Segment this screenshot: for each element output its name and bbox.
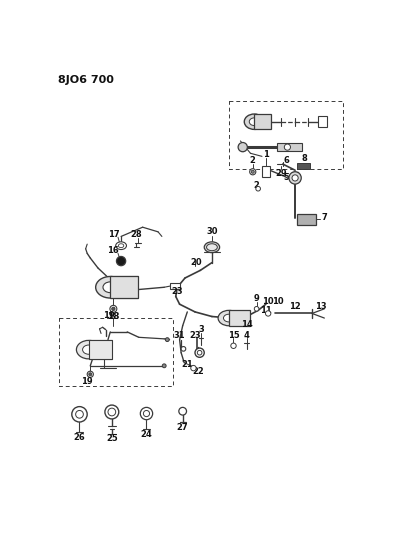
Text: 30: 30 — [206, 227, 217, 236]
Text: 1: 1 — [263, 150, 269, 159]
Text: 7: 7 — [322, 213, 327, 222]
Ellipse shape — [116, 242, 126, 249]
Circle shape — [143, 410, 150, 417]
Circle shape — [76, 410, 84, 418]
Text: 8: 8 — [301, 154, 307, 163]
Text: 2: 2 — [254, 181, 260, 190]
Circle shape — [162, 364, 166, 368]
Ellipse shape — [249, 118, 259, 126]
Circle shape — [165, 338, 169, 342]
Text: 26: 26 — [74, 433, 85, 442]
Text: 23: 23 — [171, 287, 183, 296]
Circle shape — [251, 170, 254, 173]
Bar — [169, 282, 180, 289]
Bar — [297, 163, 310, 168]
Circle shape — [238, 142, 247, 152]
Text: 3: 3 — [198, 325, 204, 334]
Text: 8JO6 700: 8JO6 700 — [58, 75, 114, 85]
Text: 18: 18 — [107, 312, 120, 321]
Text: 23: 23 — [189, 330, 201, 340]
Text: 9: 9 — [254, 294, 260, 303]
Text: 6: 6 — [284, 156, 290, 165]
Bar — [229, 310, 251, 326]
Text: 13: 13 — [316, 302, 327, 311]
Text: 5: 5 — [284, 173, 290, 182]
Text: 27: 27 — [177, 423, 188, 432]
Circle shape — [87, 371, 93, 377]
Circle shape — [191, 366, 196, 371]
Bar — [59, 318, 173, 386]
Circle shape — [179, 407, 186, 415]
Circle shape — [72, 407, 87, 422]
Circle shape — [105, 405, 119, 419]
Bar — [318, 116, 327, 127]
Text: 19: 19 — [103, 311, 115, 320]
Circle shape — [284, 144, 290, 150]
Ellipse shape — [218, 310, 240, 326]
Circle shape — [195, 348, 204, 357]
Circle shape — [250, 168, 256, 175]
Circle shape — [289, 172, 301, 184]
Bar — [297, 214, 316, 225]
Circle shape — [266, 311, 271, 316]
Text: 10: 10 — [272, 297, 284, 305]
Circle shape — [181, 346, 186, 351]
Circle shape — [292, 175, 298, 181]
Bar — [229, 101, 343, 168]
Ellipse shape — [223, 314, 234, 322]
Bar — [89, 341, 112, 359]
Bar — [110, 277, 138, 298]
Ellipse shape — [206, 244, 217, 251]
Ellipse shape — [204, 242, 219, 253]
Circle shape — [89, 373, 92, 376]
Circle shape — [117, 256, 126, 265]
Circle shape — [110, 305, 117, 312]
Circle shape — [112, 307, 115, 311]
Text: 21: 21 — [181, 360, 193, 369]
Circle shape — [256, 187, 260, 191]
Ellipse shape — [96, 277, 125, 298]
Text: 10: 10 — [262, 297, 274, 305]
Text: 16: 16 — [108, 246, 119, 255]
Text: 11: 11 — [260, 306, 272, 315]
Text: 19: 19 — [81, 377, 92, 386]
Ellipse shape — [244, 114, 264, 130]
Circle shape — [140, 407, 152, 419]
Text: 14: 14 — [241, 320, 253, 329]
Text: 24: 24 — [141, 430, 152, 439]
Text: 29: 29 — [275, 169, 287, 178]
Bar — [254, 114, 271, 130]
Circle shape — [231, 343, 236, 349]
Ellipse shape — [118, 244, 124, 248]
Circle shape — [108, 408, 116, 416]
Text: 2: 2 — [250, 156, 256, 165]
Text: 28: 28 — [131, 230, 142, 239]
Text: 12: 12 — [289, 302, 301, 311]
Ellipse shape — [76, 341, 101, 359]
Bar — [262, 166, 269, 177]
Ellipse shape — [103, 282, 118, 293]
Circle shape — [197, 350, 202, 355]
Ellipse shape — [83, 345, 95, 354]
Text: 15: 15 — [228, 330, 240, 340]
Text: 4: 4 — [243, 330, 249, 340]
Circle shape — [254, 306, 259, 311]
Bar — [277, 143, 302, 151]
Text: 25: 25 — [106, 434, 118, 443]
Text: 31: 31 — [174, 330, 186, 340]
Text: 17: 17 — [108, 230, 119, 239]
Text: 22: 22 — [192, 367, 204, 376]
Text: 20: 20 — [191, 258, 203, 267]
